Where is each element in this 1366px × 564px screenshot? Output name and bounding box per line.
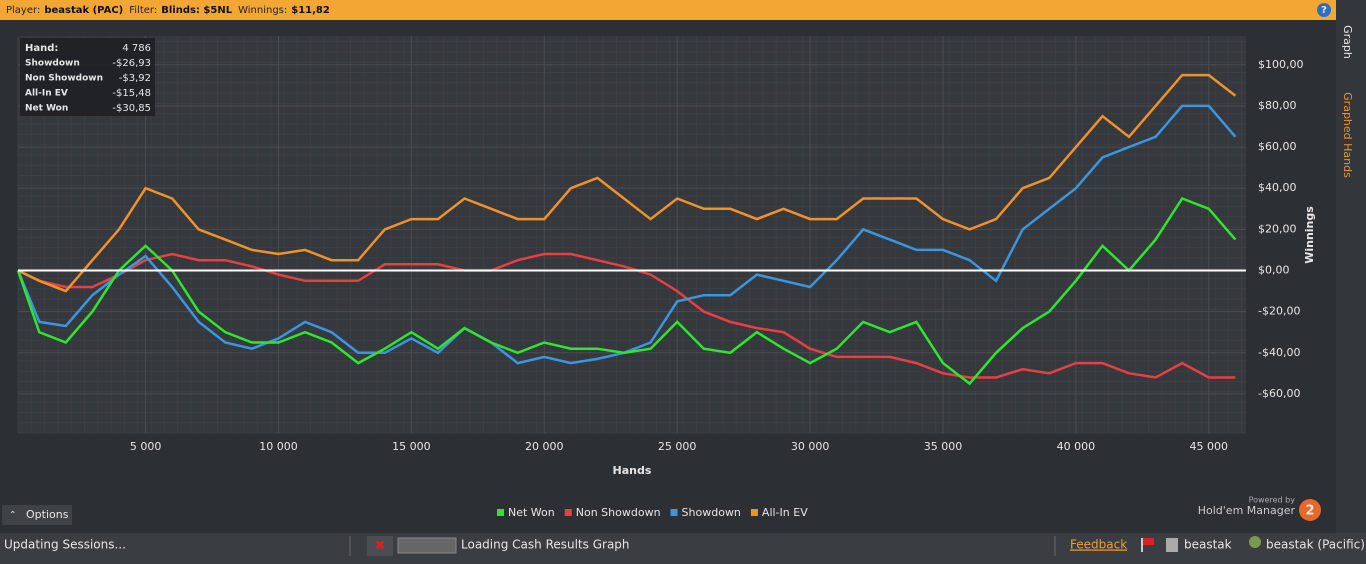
x-tick-label: 20 000 xyxy=(525,440,564,453)
stats-value: 4 786 xyxy=(122,43,151,54)
x-tick-label: 15 000 xyxy=(392,440,431,453)
legend-label: Non Showdown xyxy=(576,506,661,519)
y-tick-label: $80,00 xyxy=(1258,99,1297,112)
help-text: ? xyxy=(1321,5,1327,16)
y-tick-label: -$20,00 xyxy=(1258,305,1300,318)
legend-swatch xyxy=(564,509,572,516)
x-tick-label: 40 000 xyxy=(1057,440,1096,453)
y-tick-label: $40,00 xyxy=(1258,181,1297,194)
series-line xyxy=(16,196,1237,386)
y-tick-label: -$60,00 xyxy=(1258,387,1300,400)
header-value: Blinds: $5NL xyxy=(161,5,232,16)
stats-value: -$15,48 xyxy=(112,88,151,99)
x-axis-label: Hands xyxy=(613,464,652,477)
tab-graph[interactable]: Graph xyxy=(1341,25,1354,59)
flag-pole xyxy=(1141,538,1143,552)
stats-label: Hand: xyxy=(25,43,58,54)
series-line xyxy=(17,252,1236,379)
logo xyxy=(1299,499,1321,521)
legend-label: All-In EV xyxy=(762,506,808,519)
header-label: Player: xyxy=(6,5,40,16)
plot-area xyxy=(18,36,1246,433)
logo-text: 2 xyxy=(1305,504,1314,519)
stats-value: -$26,93 xyxy=(112,58,151,69)
stats-label: All-In EV xyxy=(25,89,68,99)
x-tick-label: 45 000 xyxy=(1190,440,1229,453)
options-label: Options xyxy=(26,508,69,521)
flag-icon xyxy=(1143,538,1154,545)
y-tick-label: $0,00 xyxy=(1258,263,1290,276)
feedback-link[interactable]: Feedback xyxy=(1070,538,1127,552)
powered-by: Powered by xyxy=(1249,496,1296,505)
site-icon xyxy=(1166,538,1178,552)
user-site: beastak (Pacific) xyxy=(1266,538,1365,552)
status-bar xyxy=(0,533,1366,564)
task-text: Loading Cash Results Graph xyxy=(461,538,630,552)
series-line xyxy=(17,73,1237,293)
stats-label: Showdown xyxy=(25,59,80,69)
stats-box xyxy=(20,38,155,116)
cancel-icon: ✖ xyxy=(375,539,386,554)
cancel-button[interactable] xyxy=(367,536,393,556)
legend-label: Showdown xyxy=(682,506,741,519)
y-axis-label: Winnings xyxy=(1303,206,1316,264)
tab-graphed-hands[interactable]: Graphed Hands xyxy=(1341,92,1354,178)
header-label: Filter: xyxy=(129,5,157,16)
y-tick-label: -$40,00 xyxy=(1258,346,1300,359)
x-tick-label: 25 000 xyxy=(658,440,697,453)
header-bar xyxy=(0,0,1336,20)
help-button[interactable] xyxy=(1317,3,1331,17)
header-value: beastak (PAC) xyxy=(44,5,123,16)
stats-label: Net Won xyxy=(25,104,68,114)
legend-swatch xyxy=(750,509,758,516)
progress-bar xyxy=(397,537,457,554)
x-tick-label: 5 000 xyxy=(130,440,162,453)
powered-name: Hold'em Manager xyxy=(1198,504,1296,517)
side-tabs xyxy=(1336,0,1366,534)
stats-value: -$3,92 xyxy=(119,73,151,84)
y-tick-label: $60,00 xyxy=(1258,140,1297,153)
x-tick-label: 35 000 xyxy=(924,440,963,453)
legend-swatch xyxy=(670,509,678,516)
y-tick-label: $20,00 xyxy=(1258,222,1297,235)
x-tick-label: 10 000 xyxy=(259,440,298,453)
user-name: beastak xyxy=(1184,538,1232,552)
stats-label: Non Showdown xyxy=(25,74,103,84)
y-tick-label: $100,00 xyxy=(1258,58,1304,71)
legend-swatch xyxy=(497,509,504,516)
user-icon xyxy=(1249,536,1261,548)
x-tick-label: 30 000 xyxy=(791,440,830,453)
header-value: $11,82 xyxy=(291,5,330,16)
options-icon: ⌃ xyxy=(9,511,17,521)
header-label: Winnings: xyxy=(238,5,287,16)
options-button[interactable] xyxy=(2,505,72,525)
legend-label: Net Won xyxy=(508,506,555,519)
status-text: Updating Sessions... xyxy=(4,538,126,552)
stats-value: -$30,85 xyxy=(112,103,151,114)
